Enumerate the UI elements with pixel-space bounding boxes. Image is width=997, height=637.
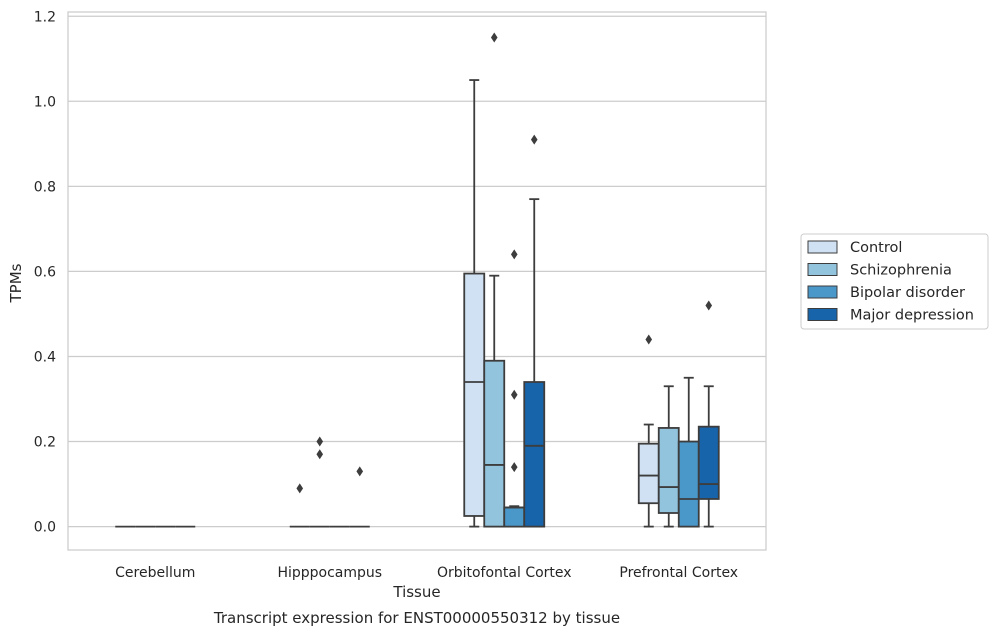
outlier-point: [316, 436, 324, 447]
x-axis-label: Tissue: [392, 583, 440, 601]
box-major-depression: [349, 466, 370, 528]
outlier-point: [705, 300, 713, 311]
box-major-depression: [523, 134, 546, 528]
x-tick-label: Orbitofontal Cortex: [437, 565, 572, 581]
plot-area-frame: [67, 11, 767, 551]
box-control: [637, 334, 660, 528]
y-axis-label: TPMs: [7, 263, 25, 303]
x-tick-labels: Cerebellum Hipppocampus Orbitofontal Corte…: [115, 565, 738, 581]
box-bipolar-disorder: [677, 376, 700, 528]
legend-label: Control: [850, 240, 902, 256]
iqr-box: [657, 427, 680, 514]
x-tick-label: Hipppocampus: [277, 565, 382, 581]
y-tick-label: 0.4: [34, 349, 56, 365]
legend-label: Schizophrenia: [850, 263, 952, 279]
y-tick-label: 0.0: [34, 520, 56, 536]
category-group: [637, 300, 720, 528]
outlier-point: [510, 462, 518, 473]
outlier-point: [510, 249, 518, 260]
legend-label: Major depression: [850, 308, 974, 324]
outlier-point: [296, 483, 304, 494]
y-tick-label: 1.0: [34, 94, 56, 110]
iqr-box: [523, 381, 546, 528]
box-schizophrenia: [657, 385, 680, 528]
x-tick-label: Prefrontal Cortex: [619, 565, 738, 581]
outlier-point: [645, 334, 653, 345]
box-schizophrenia: [483, 32, 506, 528]
outlier-point: [316, 449, 324, 460]
legend-swatch: [807, 308, 838, 321]
chart-title: Transcript expression for ENST0000055031…: [213, 609, 620, 627]
legend-label: Bipolar disorder: [850, 285, 965, 301]
box-major-depression: [697, 300, 720, 528]
box-control: [463, 79, 486, 528]
iqr-box: [503, 506, 526, 528]
outlier-point: [530, 134, 538, 145]
legend: Control Schizophrenia Bipolar disorder Majo…: [800, 233, 989, 330]
grid-lines: [68, 15, 766, 528]
legend-frame: [800, 233, 989, 330]
legend-swatch: [807, 285, 838, 299]
iqr-box: [697, 425, 720, 500]
outlier-point: [356, 466, 364, 477]
y-tick-label: 0.6: [34, 264, 56, 280]
iqr-box: [677, 440, 700, 528]
outlier-point: [490, 32, 498, 43]
category-group: [463, 32, 546, 528]
y-tick-label: 1.2: [34, 9, 56, 25]
legend-swatch: [807, 263, 838, 276]
legend-swatch: [807, 240, 838, 254]
category-group: [289, 436, 370, 528]
box-schizophrenia: [309, 436, 330, 528]
x-tick-label: Cerebellum: [115, 565, 195, 581]
y-tick-labels: 0.0 0.2 0.4 0.6 0.8 1.0 1.2: [34, 9, 56, 535]
y-tick-label: 0.8: [34, 179, 56, 195]
iqr-box: [483, 359, 506, 528]
y-tick-label: 0.2: [34, 435, 56, 451]
box-groups: [115, 32, 720, 528]
box-control: [289, 483, 310, 528]
iqr-box: [637, 442, 660, 505]
outlier-point: [510, 389, 518, 400]
iqr-box: [463, 272, 486, 517]
box-bipolar-disorder: [503, 249, 526, 528]
